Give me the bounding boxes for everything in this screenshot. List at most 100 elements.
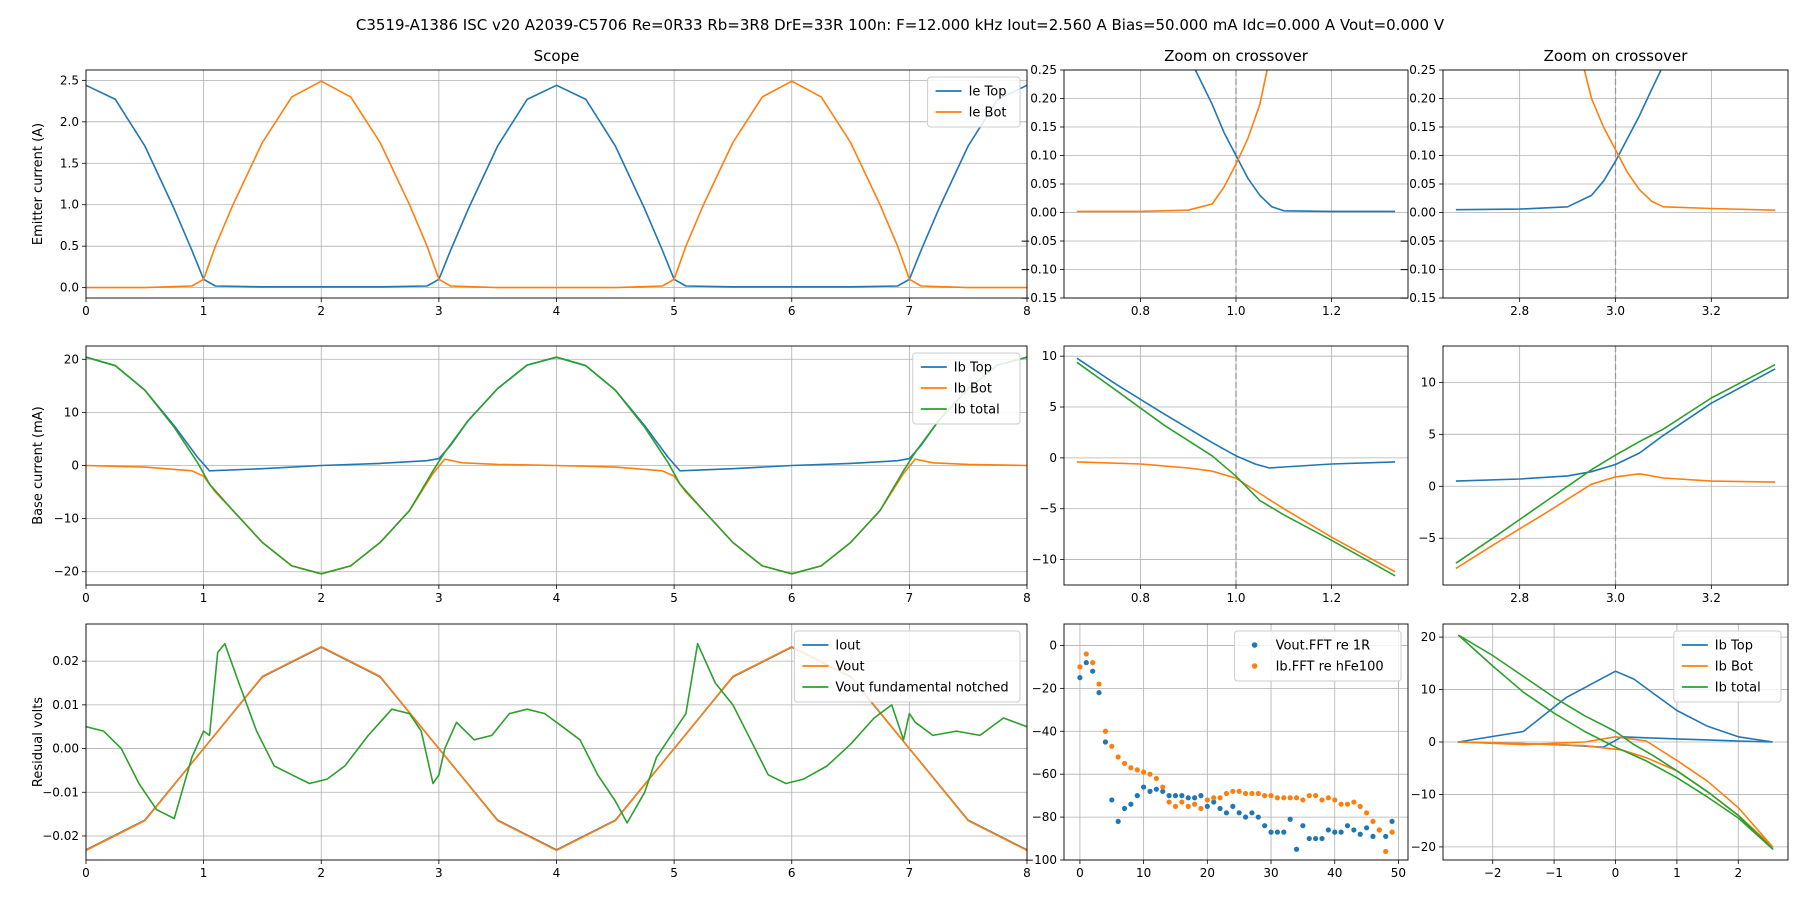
legend-box [927, 76, 1021, 128]
y-tick-label: −80 [1032, 810, 1057, 824]
data-point-ib-fft-re-hfe100 [1383, 848, 1389, 855]
legend: Vout.FFT re 1R Ib.FFT re hFe100 [1234, 630, 1402, 682]
data-point-ib-fft-re-hfe100 [1160, 784, 1166, 790]
data-point-ib-fft-re-hfe100 [1147, 771, 1153, 777]
data-point-ib-fft-re-hfe100 [1185, 803, 1191, 809]
x-tick-label: 50 [1391, 866, 1406, 880]
data-point-vout-fft-re-1r [1198, 793, 1204, 799]
series-line-ib-total [86, 356, 1027, 575]
y-tick-label: 0.02 [52, 654, 79, 668]
y-tick-label: 0.0 [60, 281, 79, 295]
y-tick-label: −5 [1039, 502, 1057, 516]
legend-label: Iout [835, 639, 860, 654]
y-tick-label: 0 [1049, 638, 1057, 652]
data-point-vout-fft-re-1r [1293, 846, 1300, 852]
y-tick-label: −0.15 [1020, 291, 1057, 305]
x-tick-label: 1.0 [1226, 304, 1245, 318]
data-point-ib-fft-re-hfe100 [1198, 805, 1204, 812]
data-point-ib-fft-re-hfe100 [1166, 799, 1172, 805]
x-tick-label: 2.8 [1510, 304, 1529, 318]
series-line-ie-top [86, 84, 1027, 288]
y-axis-label: Emitter current (A) [31, 123, 46, 245]
plot-p2: 0.8 1.0 1.2 −0.15 −0.10 −0.05 0.00 0.05 0.10 0.15… [1020, 47, 1409, 318]
y-tick-label: 0.01 [52, 698, 79, 712]
legend-box [1673, 630, 1782, 703]
data-point-vout-fft-re-1r [1351, 827, 1357, 833]
x-tick-label: 1.0 [1226, 591, 1245, 605]
data-point-ib-fft-re-hfe100 [1332, 797, 1338, 803]
x-tick-label: 1 [200, 304, 208, 318]
data-point-ib-fft-re-hfe100 [1325, 795, 1331, 801]
y-tick-label: 0 [1428, 735, 1436, 749]
y-tick-label: 0.00 [1030, 206, 1057, 220]
plot-p1: 0 1 2 3 4 5 6 7 8 0.0 0.5 1.0 1.5 2.0 2.5 Scope Emitter … [31, 47, 1031, 318]
y-tick-label: 5 [1428, 427, 1436, 441]
x-tick-label: 30 [1263, 866, 1278, 880]
data-point-vout-fft-re-1r [1363, 825, 1370, 831]
series-line-ib-total [1455, 363, 1776, 564]
x-tick-label: 3 [435, 591, 443, 605]
x-tick-label: 0 [82, 866, 90, 880]
x-tick-label: 20 [1200, 866, 1215, 880]
x-tick-label: 6 [788, 304, 796, 318]
y-tick-label: 0 [1428, 479, 1436, 493]
data-point-ib-fft-re-hfe100 [1223, 790, 1230, 797]
y-tick-label: −20 [1032, 681, 1057, 695]
data-point-vout-fft-re-1r [1185, 795, 1191, 801]
series-line-ie-top [1194, 70, 1396, 213]
y-tick-label: 0.10 [1409, 149, 1436, 163]
data-point-ib-fft-re-hfe100 [1083, 651, 1089, 657]
y-tick-label: −10 [1411, 787, 1436, 801]
y-tick-label: 10 [64, 405, 79, 419]
data-point-ib-fft-re-hfe100 [1109, 743, 1115, 749]
y-tick-label: 2.5 [60, 73, 79, 87]
data-point-vout-fft-re-1r [1357, 831, 1363, 837]
data-point-vout-fft-re-1r [1242, 814, 1249, 820]
legend-label: Ie Top [969, 85, 1007, 100]
legend-marker [1251, 663, 1258, 669]
data-point-vout-fft-re-1r [1389, 818, 1395, 824]
data-point-ib-fft-re-hfe100 [1268, 793, 1274, 799]
plot-p7: 0 1 2 3 4 5 6 7 8 −0.02 −0.01 0.00 0.01 0.02 Residual … [31, 623, 1031, 880]
data-point-vout-fft-re-1r [1319, 835, 1325, 842]
y-tick-label: 0.25 [1030, 63, 1057, 77]
axes-frame [85, 345, 1028, 586]
plot-p3: 2.8 3.0 3.2 −0.15 −0.10 −0.05 0.00 0.05 0.10 0.15… [1399, 47, 1789, 318]
y-tick-label: 0.20 [1409, 92, 1436, 106]
legend-label: Vout fundamental notched [835, 681, 1008, 696]
y-tick-label: 0.10 [1030, 149, 1057, 163]
x-tick-label: 7 [906, 304, 914, 318]
x-tick-label: 8 [1023, 866, 1031, 880]
x-tick-label: 8 [1023, 304, 1031, 318]
y-tick-label: 20 [64, 352, 79, 366]
x-tick-label: 10 [1136, 866, 1151, 880]
data-point-vout-fft-re-1r [1300, 823, 1306, 829]
x-tick-label: 0.8 [1131, 304, 1150, 318]
x-tick-label: 2.8 [1510, 591, 1529, 605]
panel-title: Zoom on crossover [1544, 47, 1689, 65]
series-line-ie-top [1455, 70, 1662, 211]
series-group [1077, 651, 1395, 855]
x-tick-label: 1 [200, 866, 208, 880]
x-tick-label: 5 [670, 866, 678, 880]
data-point-vout-fft-re-1r [1223, 810, 1230, 816]
data-point-vout-fft-re-1r [1236, 810, 1242, 816]
data-point-ib-fft-re-hfe100 [1319, 797, 1325, 803]
figure-title: C3519-A1386 ISC v20 A2039-C5706 Re=0R33 … [356, 16, 1445, 34]
x-tick-label: 3.2 [1702, 304, 1721, 318]
series-group [1455, 70, 1776, 211]
data-point-ib-fft-re-hfe100 [1376, 827, 1382, 833]
x-tick-label: 2 [317, 304, 325, 318]
y-tick-label: 0.05 [1409, 177, 1436, 191]
legend-label: Ie Bot [969, 106, 1007, 121]
y-tick-label: 2.0 [60, 115, 79, 129]
series-line-vout-fundamental-notched [86, 642, 1027, 824]
x-tick-label: 8 [1023, 591, 1031, 605]
y-tick-label: −20 [1411, 840, 1436, 854]
y-axis-label: Base current (mA) [31, 406, 46, 525]
plot-panels: 0 1 2 3 4 5 6 7 8 0.0 0.5 1.0 1.5 2.0 2.5 Scope Emitter … [31, 47, 1789, 880]
y-tick-label: 0.15 [1409, 120, 1436, 134]
data-point-ib-fft-re-hfe100 [1141, 769, 1147, 775]
x-tick-label: 0 [1612, 866, 1620, 880]
